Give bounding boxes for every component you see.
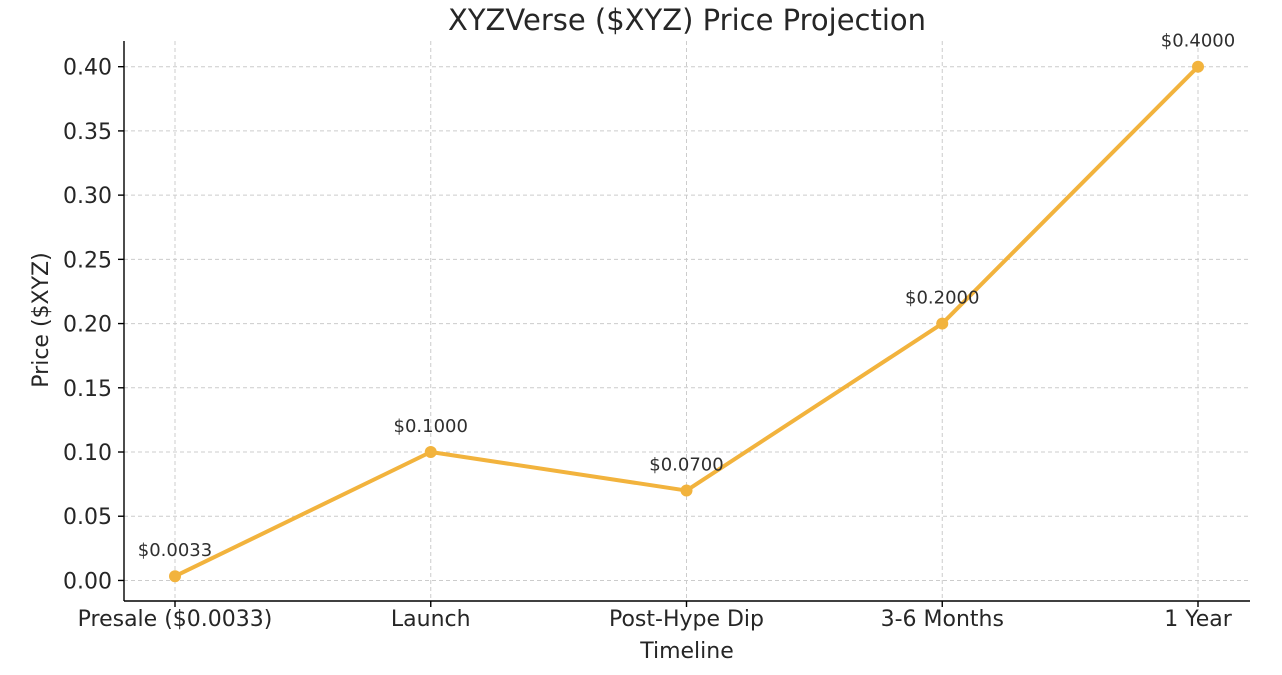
grid-lines	[124, 41, 1250, 601]
y-tick-label: 0.25	[63, 248, 112, 273]
y-tick-label: 0.05	[63, 505, 112, 530]
data-point	[169, 570, 181, 583]
data-labels: $0.0033 $0.1000 $0.0700 $0.2000 $0.4000	[138, 31, 1235, 562]
data-label: $0.0033	[138, 540, 212, 561]
y-axis-title: Price ($XYZ)	[29, 252, 54, 387]
data-label: $0.2000	[905, 288, 979, 309]
data-label: $0.4000	[1161, 31, 1235, 52]
data-point	[936, 317, 949, 330]
y-tick-label: 0.20	[63, 313, 112, 338]
data-point	[1192, 60, 1204, 73]
y-tick-label: 0.15	[63, 377, 112, 402]
y-tick-label: 0.40	[63, 56, 112, 81]
chart-title: XYZVerse ($XYZ) Price Projection	[448, 3, 926, 37]
y-tick-label: 0.10	[63, 441, 112, 466]
data-label: $0.1000	[394, 416, 468, 437]
data-point	[424, 446, 437, 459]
x-tick-label: Launch	[391, 607, 471, 632]
x-tick-label: Post-Hype Dip	[609, 607, 764, 632]
y-tick-label: 0.35	[63, 120, 112, 145]
x-axis-title: Timeline	[639, 639, 734, 664]
x-tick-label: Presale ($0.0033)	[78, 607, 273, 632]
y-tick-label: 0.00	[63, 569, 112, 594]
x-tick-label: 3-6 Months	[881, 607, 1004, 632]
data-point	[680, 484, 693, 497]
y-tick-label: 0.30	[63, 184, 112, 209]
axes: 0.00 0.05 0.10 0.15 0.20 0.25 0.30 0.35 0.40 Pres…	[63, 41, 1250, 632]
data-label: $0.0700	[649, 455, 723, 476]
series-layer	[169, 60, 1204, 583]
x-tick-label: 1 Year	[1164, 607, 1233, 632]
